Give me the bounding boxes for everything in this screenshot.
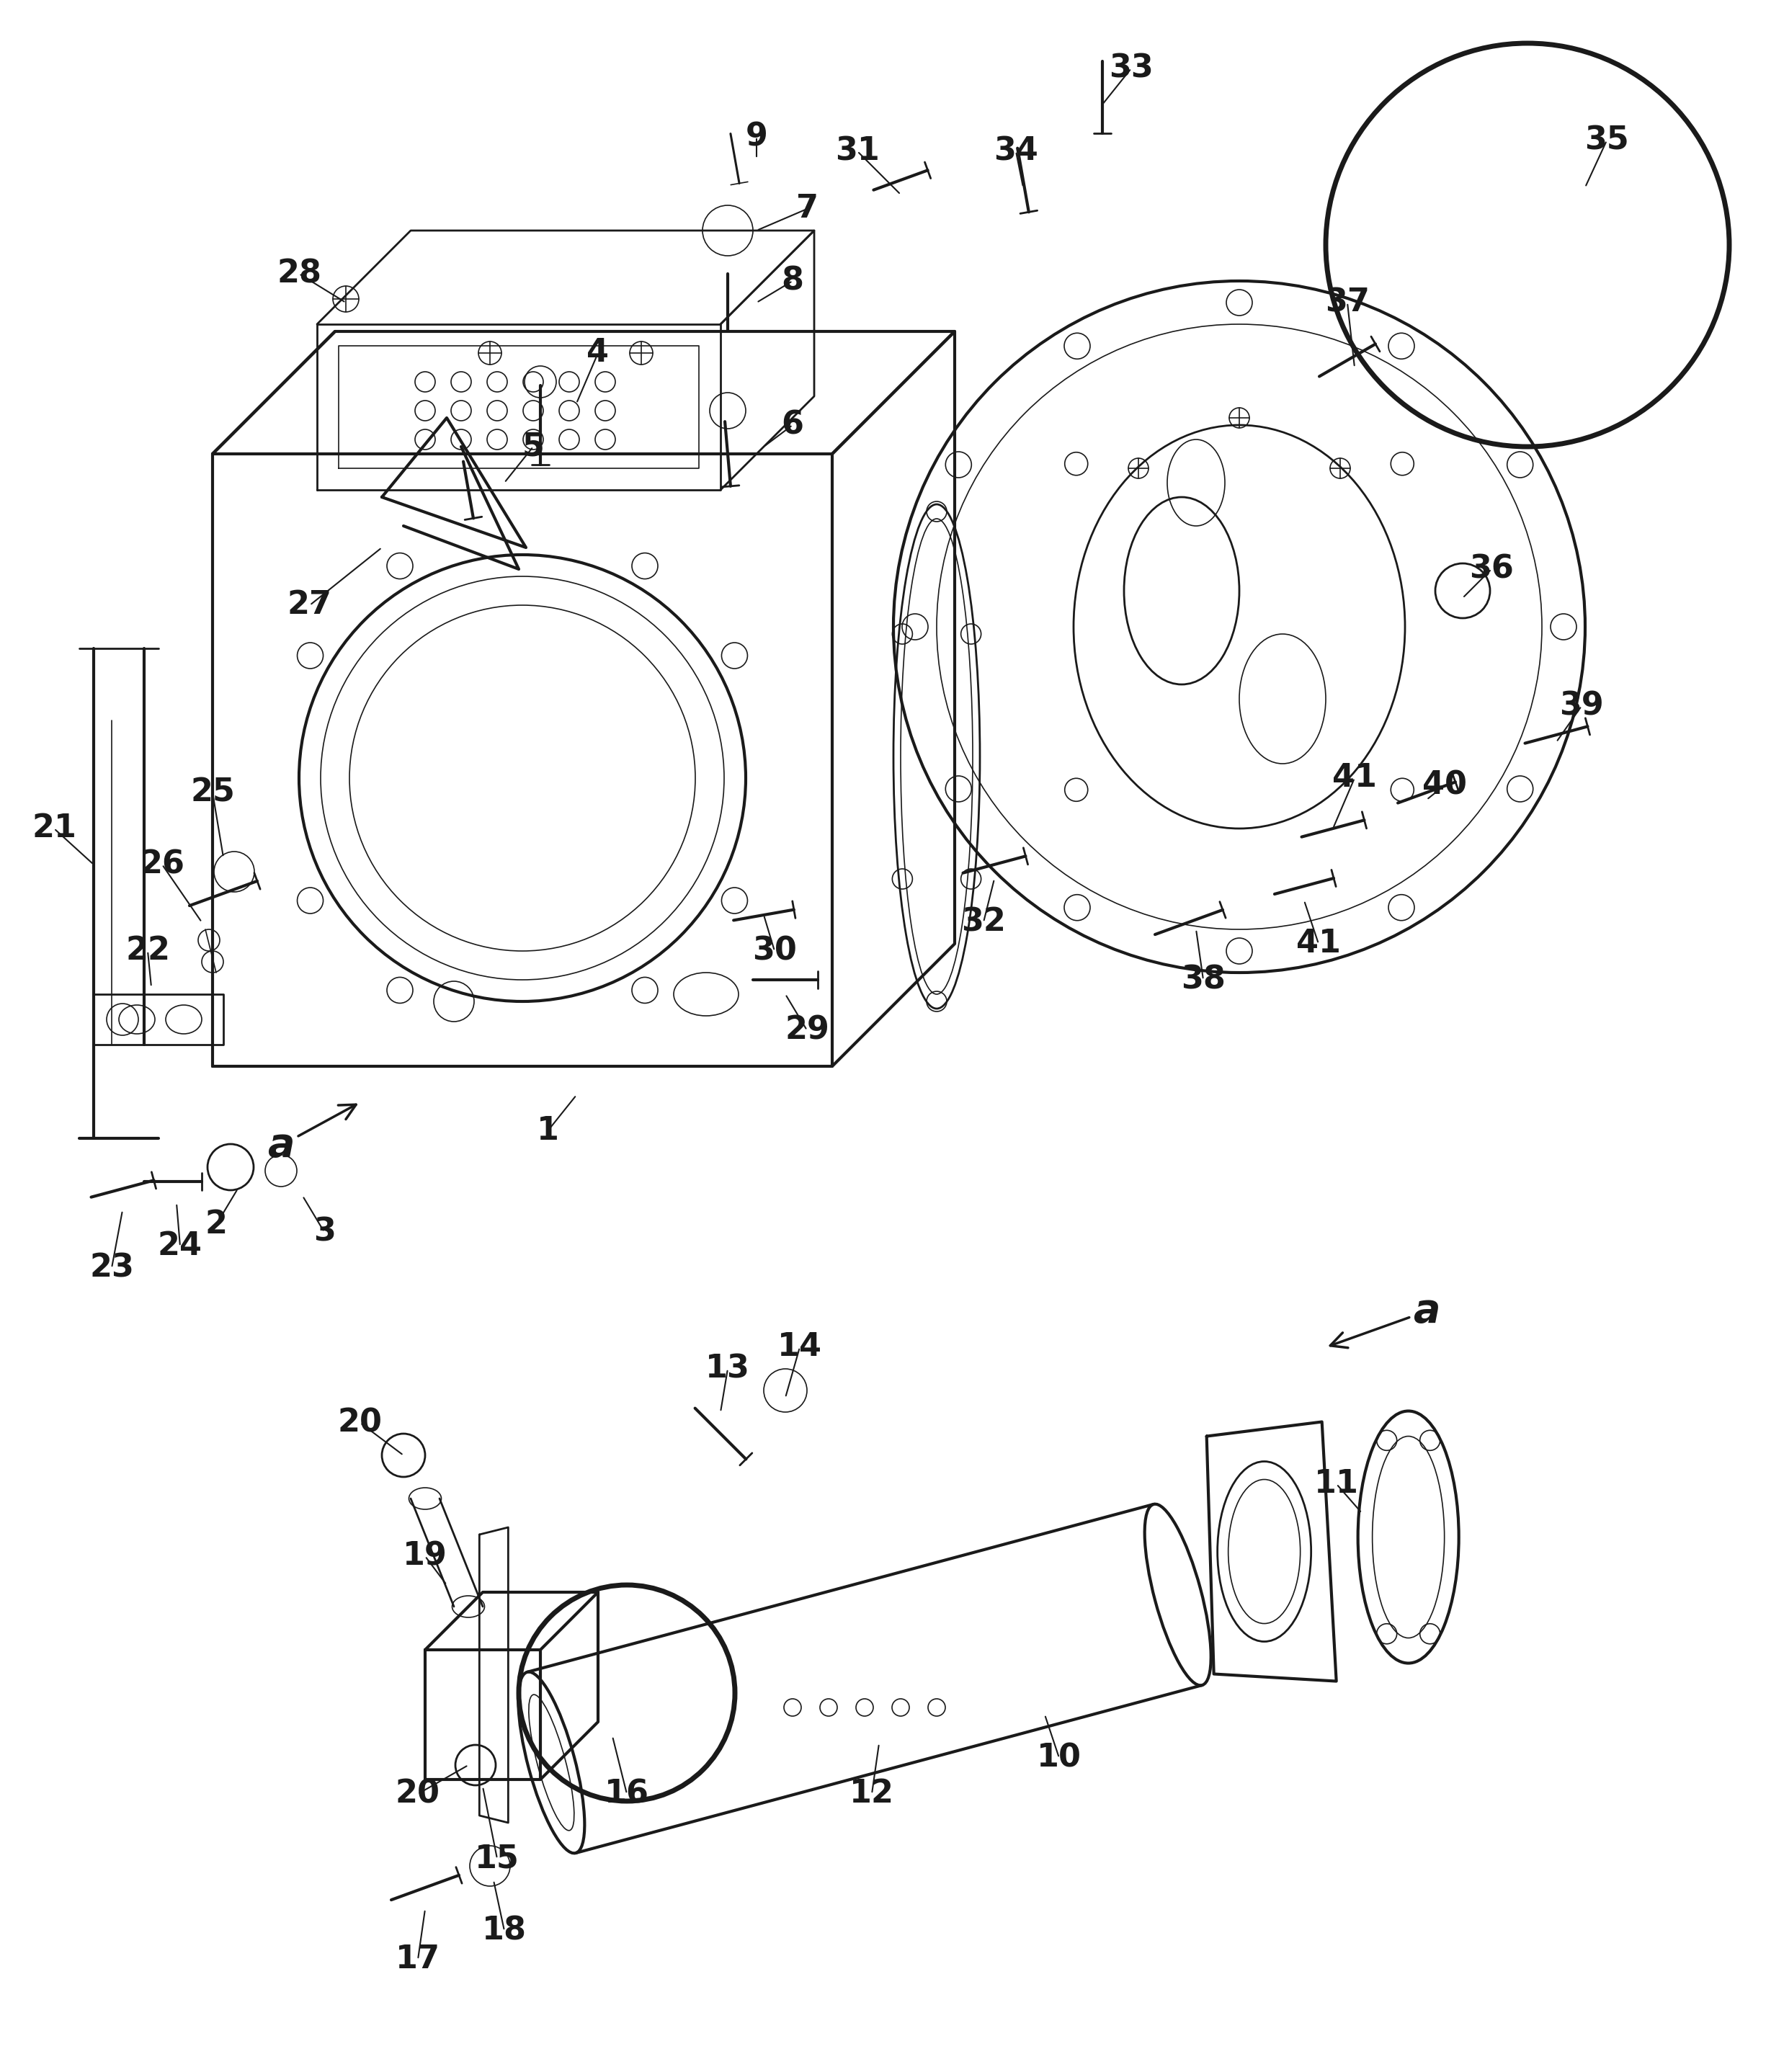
Text: 24: 24 <box>157 1231 202 1262</box>
Text: 4: 4 <box>587 338 608 369</box>
Text: 18: 18 <box>482 1915 526 1946</box>
Text: a: a <box>1331 1291 1440 1347</box>
Text: 9: 9 <box>746 122 767 153</box>
Text: 26: 26 <box>139 850 184 881</box>
Text: 40: 40 <box>1422 771 1466 800</box>
Text: 21: 21 <box>32 812 77 843</box>
Text: 41: 41 <box>1333 762 1377 794</box>
Text: 12: 12 <box>849 1778 894 1809</box>
Text: 34: 34 <box>994 137 1038 166</box>
Text: 29: 29 <box>785 1015 830 1046</box>
Text: 17: 17 <box>396 1944 441 1975</box>
Text: 35: 35 <box>1584 124 1629 155</box>
Text: 31: 31 <box>835 137 880 166</box>
Text: 30: 30 <box>753 934 797 966</box>
Text: 7: 7 <box>796 193 819 224</box>
Text: 23: 23 <box>89 1251 134 1283</box>
Text: 2: 2 <box>205 1210 227 1241</box>
Text: 8: 8 <box>781 265 805 296</box>
Text: 33: 33 <box>1110 54 1154 85</box>
Text: 5: 5 <box>523 431 544 462</box>
Text: 27: 27 <box>287 591 332 622</box>
Text: 37: 37 <box>1326 288 1370 319</box>
Text: 14: 14 <box>778 1332 822 1363</box>
Text: 32: 32 <box>962 908 1006 939</box>
Text: 28: 28 <box>277 259 321 290</box>
Text: a: a <box>268 1104 357 1164</box>
Text: 11: 11 <box>1315 1469 1359 1500</box>
Text: 1: 1 <box>537 1115 558 1146</box>
Text: 41: 41 <box>1297 928 1342 959</box>
Text: 39: 39 <box>1559 690 1604 721</box>
Text: 3: 3 <box>314 1216 335 1247</box>
Text: 20: 20 <box>337 1407 382 1438</box>
Text: 20: 20 <box>396 1778 441 1809</box>
Text: 13: 13 <box>705 1353 749 1384</box>
Text: 25: 25 <box>191 777 235 808</box>
Text: 15: 15 <box>475 1844 519 1875</box>
Text: 22: 22 <box>125 934 169 966</box>
Text: 38: 38 <box>1181 963 1226 995</box>
Text: 19: 19 <box>403 1542 448 1573</box>
Text: 36: 36 <box>1470 553 1515 584</box>
Text: 6: 6 <box>781 410 805 441</box>
Text: 16: 16 <box>605 1778 649 1809</box>
Text: 10: 10 <box>1037 1743 1081 1774</box>
